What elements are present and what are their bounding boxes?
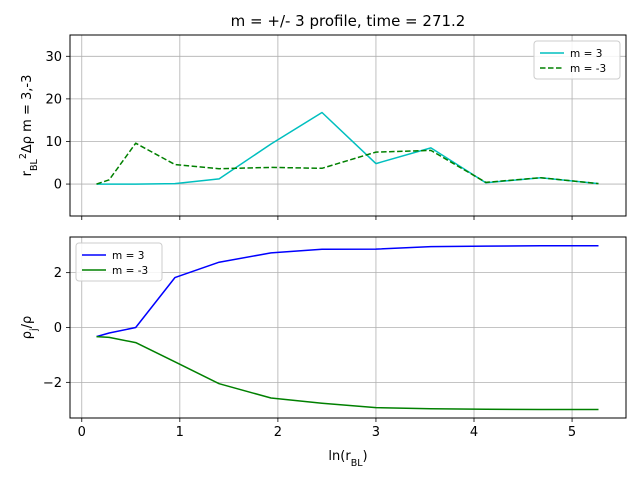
series-line-m-neg3 (96, 335, 599, 411)
bottom-panel-ticks: 0 1 2 3 4 5 −2 0 2 (43, 266, 576, 440)
x-tick-label: 2 (274, 425, 282, 440)
bottom-panel-legend: m = 3 m = -3 (75, 242, 163, 282)
top-panel-series (96, 111, 599, 185)
bottom-panel-ylabel: ρj/ρ (20, 316, 40, 340)
top-panel-frame (69, 34, 627, 217)
x-tick-label: 3 (372, 425, 380, 440)
top-panel-ylabel: rBL2Δρ m = 3,-3 (18, 75, 40, 177)
bottom-panel-series (96, 245, 599, 411)
legend-entry: m = 3 (112, 250, 144, 262)
x-tick-label: 0 (78, 425, 86, 440)
x-tick-label: 4 (470, 425, 478, 440)
top-panel-title: m = +/- 3 profile, time = 271.2 (231, 12, 466, 30)
y-tick-label: 2 (54, 266, 62, 281)
top-panel-legend: m = 3 m = -3 (533, 40, 621, 80)
legend-entry: m = 3 (570, 48, 602, 60)
y-tick-label: 0 (54, 321, 62, 336)
top-panel-ticks: 0 10 20 30 (45, 50, 573, 220)
bottom-panel: 0 1 2 3 4 5 −2 0 2 ln(rBL) ρj/ρ m = 3 m = -3 (20, 236, 627, 469)
y-tick-label: 30 (45, 50, 62, 65)
y-tick-label: −2 (43, 376, 62, 391)
bottom-panel-xlabel: ln(rBL) (328, 449, 367, 469)
y-tick-label: 0 (54, 178, 62, 193)
y-tick-label: 10 (45, 135, 62, 150)
top-panel-grid (70, 35, 626, 216)
legend-box (75, 242, 163, 282)
legend-entry: m = -3 (570, 63, 606, 75)
x-tick-label: 5 (568, 425, 576, 440)
series-line-m-neg3 (96, 142, 599, 185)
legend-box (533, 40, 621, 80)
y-tick-label: 20 (45, 92, 62, 107)
x-tick-label: 1 (176, 425, 184, 440)
bottom-panel-grid (70, 237, 626, 418)
legend-entry: m = -3 (112, 265, 148, 277)
series-line-m-3 (96, 245, 599, 338)
